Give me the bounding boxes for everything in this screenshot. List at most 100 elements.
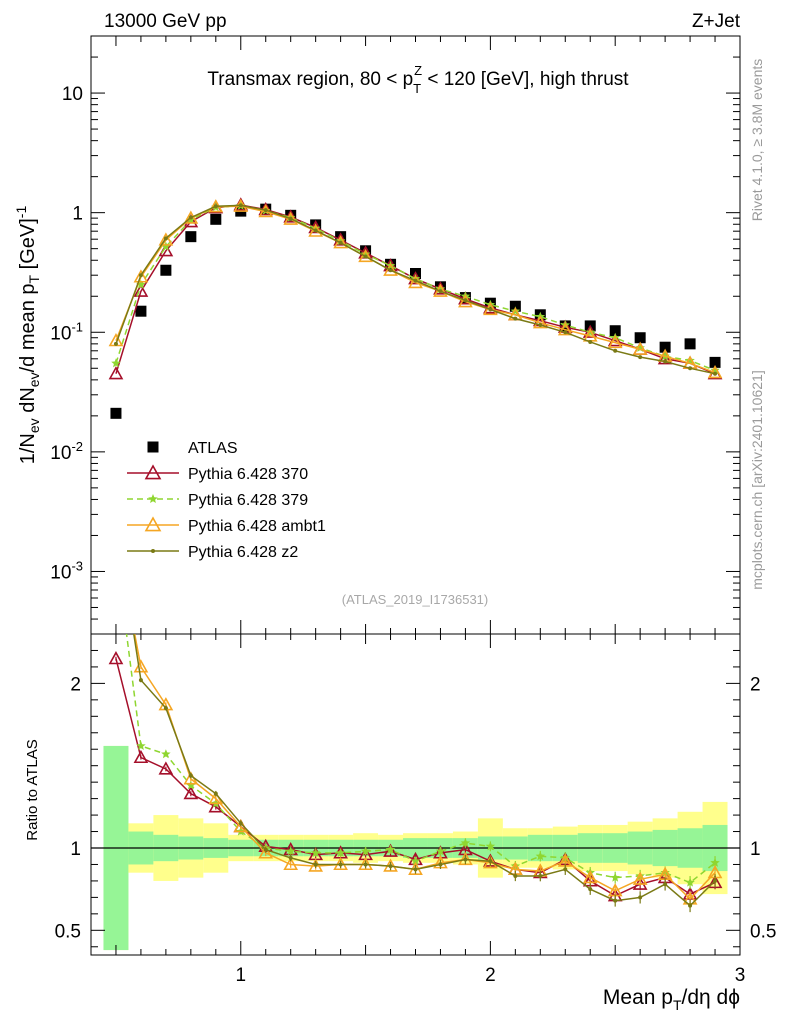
ratio-panel: 1 2 3 0.5 0.5 1 1 2 2 Ratio to ATLAS	[24, 517, 776, 986]
x-axis-label: Mean pT/dη dϕ	[603, 986, 740, 1013]
ratio-point	[613, 898, 618, 903]
ratio-point	[710, 857, 720, 867]
series-point	[358, 248, 373, 263]
ratio-point	[360, 846, 371, 856]
ratio-point	[133, 659, 149, 673]
series-line	[115, 204, 716, 375]
legend: ATLAS Pythia 6.428 370 Pythia 6.428 379 Pyt…	[127, 440, 326, 561]
series-point	[557, 322, 573, 336]
series-point	[113, 341, 118, 346]
series-point	[663, 359, 668, 364]
y-tick-label: 10	[62, 84, 83, 105]
legend-marker	[148, 494, 158, 503]
main-title: Transmax region, 80 < pTZ < 120 [GeV], h…	[207, 63, 629, 96]
ratio-point	[285, 846, 296, 856]
series-point	[458, 291, 473, 305]
atlas-point	[110, 407, 122, 419]
main-panel: Transmax region, 80 < pTZ < 120 [GeV], h…	[13, 35, 741, 635]
series-point	[613, 348, 618, 353]
series-point	[383, 262, 398, 276]
series-point	[108, 366, 124, 380]
ratio-point	[133, 749, 149, 764]
atlas-point	[135, 305, 147, 317]
legend-item: Pythia 6.428 370	[127, 464, 308, 483]
series-point	[161, 241, 171, 251]
ratio-point	[513, 873, 518, 878]
ratio-point	[610, 872, 620, 882]
series-point	[488, 307, 493, 312]
series-point	[310, 223, 321, 233]
ratio-y-tick-label: 2	[70, 674, 81, 695]
legend-item: Pythia 6.428 ambt1	[127, 516, 326, 535]
y-axis-label: 1/Nev dNev/d mean pT [GeV]-1	[13, 206, 42, 465]
ratio-point	[258, 845, 274, 859]
legend-item: Pythia 6.428 379	[127, 492, 308, 509]
series-point	[510, 306, 521, 316]
ratio-y-tick-label-right: 2	[750, 674, 761, 695]
series-point	[238, 203, 243, 208]
ratio-point	[413, 867, 418, 872]
ratio-point	[161, 749, 171, 759]
ratio-point	[410, 856, 421, 866]
series-point	[188, 215, 193, 220]
series-4	[113, 203, 718, 376]
series-point	[413, 278, 418, 283]
header-left: 13000 GeV pp	[104, 11, 227, 32]
series-point	[388, 268, 393, 273]
ratio-point	[238, 821, 243, 826]
x-tick-label: 2	[485, 965, 496, 986]
y-tick-label: 10-3	[50, 558, 83, 583]
legend-label: Pythia 6.428 379	[188, 492, 308, 509]
atlas-point	[160, 264, 172, 276]
series-3	[108, 198, 723, 379]
series-point	[138, 273, 143, 278]
ratio-point	[563, 867, 568, 872]
series-point	[632, 341, 648, 355]
ratio-point	[186, 780, 196, 790]
mcplots-label: mcplots.cern.ch [arXiv:2401.10621]	[749, 370, 765, 589]
legend-item: ATLAS	[147, 440, 238, 457]
series-point	[713, 371, 718, 376]
series-point	[133, 283, 149, 297]
ratio-point	[111, 547, 121, 556]
legend-marker	[144, 516, 162, 532]
y-tick-label: 10-2	[50, 439, 83, 464]
series-point	[463, 298, 468, 303]
ratio-point	[458, 851, 473, 866]
series-point	[308, 223, 324, 237]
series-point	[657, 351, 673, 365]
atlas-point	[659, 341, 671, 353]
series-point	[438, 289, 443, 294]
ratio-point	[632, 871, 648, 885]
ratio-point	[383, 843, 398, 857]
ratio-point	[385, 844, 396, 854]
series-point	[563, 330, 568, 335]
ratio-point	[213, 791, 218, 796]
atlas-point	[185, 231, 197, 243]
ratio-point	[110, 529, 122, 540]
series-point	[158, 232, 174, 246]
series-point	[263, 208, 268, 213]
ratio-point	[485, 841, 496, 851]
legend-label: Pythia 6.428 z2	[188, 544, 298, 561]
ratio-point	[138, 678, 143, 683]
ratio-point	[158, 761, 174, 775]
ratio-point	[685, 877, 695, 887]
series-point	[213, 204, 218, 209]
ratio-point	[188, 773, 193, 778]
series-point	[111, 358, 121, 368]
series-point	[635, 342, 645, 352]
legend-item: Pythia 6.428 z2	[127, 544, 298, 561]
series-point	[136, 279, 146, 289]
series-point	[183, 210, 199, 224]
ratio-point	[288, 855, 293, 860]
ratio-point	[335, 847, 346, 857]
ratio-point	[463, 857, 468, 862]
ratio-point	[713, 878, 718, 883]
series-point	[588, 339, 593, 344]
ratio-point	[163, 706, 168, 711]
ratio-point	[663, 882, 668, 887]
series-line	[115, 205, 716, 374]
ratio-point	[114, 517, 118, 521]
ratio-point	[136, 740, 146, 750]
